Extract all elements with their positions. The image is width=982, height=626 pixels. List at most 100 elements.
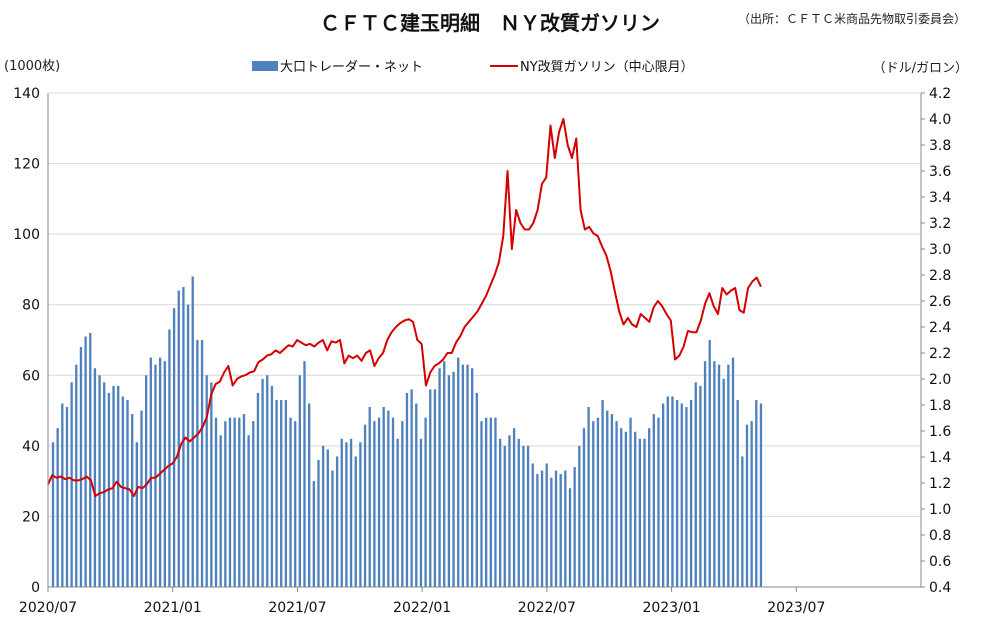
bar [545, 463, 548, 587]
bar [433, 389, 437, 587]
bar [540, 470, 544, 587]
bar [326, 449, 329, 587]
bar [717, 364, 721, 587]
line-series [47, 118, 762, 497]
bar [722, 378, 725, 587]
x-tick-label: 2023/07 [767, 600, 825, 616]
bar [554, 470, 558, 587]
bar [377, 417, 381, 587]
left-tick-label: 100 [13, 227, 40, 243]
bar [396, 438, 399, 587]
bar [261, 378, 264, 587]
bar [401, 421, 404, 587]
bar [331, 470, 334, 587]
bar [601, 399, 604, 587]
legend: 大口トレーダー・ネット NY改質ガソリン（中心限月） [252, 60, 694, 75]
left-tick-label: 120 [13, 157, 40, 173]
bar [536, 474, 539, 587]
legend-line-label: NY改質ガソリン（中心限月） [520, 60, 694, 75]
left-tick-label: 80 [22, 298, 40, 314]
left-tick-label: 40 [22, 439, 40, 455]
bar [224, 421, 227, 587]
bar [419, 438, 423, 587]
right-tick-label: 4.2 [929, 86, 951, 102]
left-tick-label: 20 [22, 509, 40, 525]
bar [126, 399, 129, 587]
bar [759, 403, 763, 587]
right-tick-label: 3.0 [929, 242, 951, 258]
bar [731, 357, 735, 587]
bar [471, 368, 474, 587]
bar [643, 438, 646, 587]
bar [666, 396, 669, 587]
bar [559, 474, 562, 587]
bar [256, 392, 260, 587]
bar [238, 417, 241, 587]
bar [475, 392, 478, 587]
left-axis-unit: (1000枚) [4, 59, 60, 74]
bar [177, 290, 180, 587]
left-tick-label: 140 [13, 86, 40, 102]
bar [736, 399, 739, 587]
left-tick-label: 0 [31, 580, 40, 596]
bar [65, 407, 69, 587]
bar [708, 340, 711, 587]
right-axis-unit: （ドル/ガロン） [873, 61, 968, 76]
bar [98, 375, 101, 587]
x-tick-label: 2022/01 [393, 600, 451, 616]
bar [629, 417, 632, 587]
bar [168, 329, 171, 587]
bar [382, 407, 385, 587]
legend-bar-swatch [252, 61, 278, 71]
bar [270, 385, 274, 587]
bar [410, 389, 413, 587]
bar [387, 410, 390, 587]
bar [443, 361, 446, 587]
bar [713, 361, 716, 587]
right-tick-label: 2.0 [929, 372, 951, 388]
bar [578, 445, 581, 587]
bar [615, 421, 618, 587]
bar [461, 364, 465, 587]
bar [303, 361, 306, 587]
bar [51, 442, 55, 587]
bar [438, 368, 441, 587]
bar [657, 417, 660, 587]
right-tick-label: 3.6 [929, 164, 951, 180]
x-tick-label: 2022/07 [518, 600, 576, 616]
bar [689, 399, 693, 587]
bar [573, 467, 576, 587]
bar [685, 407, 688, 587]
right-tick-label: 3.8 [929, 138, 951, 154]
bar [233, 417, 236, 587]
right-tick-label: 0.6 [929, 554, 951, 570]
bar [317, 459, 320, 587]
x-tick-label: 2021/01 [144, 600, 202, 616]
bar [727, 364, 730, 587]
bar [284, 399, 288, 587]
bar [531, 463, 534, 587]
bar [70, 382, 73, 587]
bar [335, 456, 339, 587]
bar [564, 470, 567, 587]
bar [424, 417, 427, 587]
bar [298, 375, 302, 587]
bar [266, 375, 269, 587]
bar [741, 456, 744, 587]
bar [592, 421, 595, 587]
right-tick-label: 0.8 [929, 528, 951, 544]
bar [154, 364, 157, 587]
bar [84, 336, 87, 587]
bar [219, 435, 222, 587]
bar [610, 414, 614, 587]
bar [703, 361, 707, 587]
bar [634, 431, 637, 587]
right-tick-label: 2.4 [929, 320, 951, 336]
tick-labels: 0 20 40 60 80 100 120 140 0.4 0.6 0.8 1.0 1.2 1.4 1.6 1… [13, 86, 951, 616]
bar [452, 371, 455, 587]
right-tick-label: 1.0 [929, 502, 951, 518]
bar [373, 421, 376, 587]
bar [294, 421, 297, 587]
bar-series [51, 276, 763, 587]
